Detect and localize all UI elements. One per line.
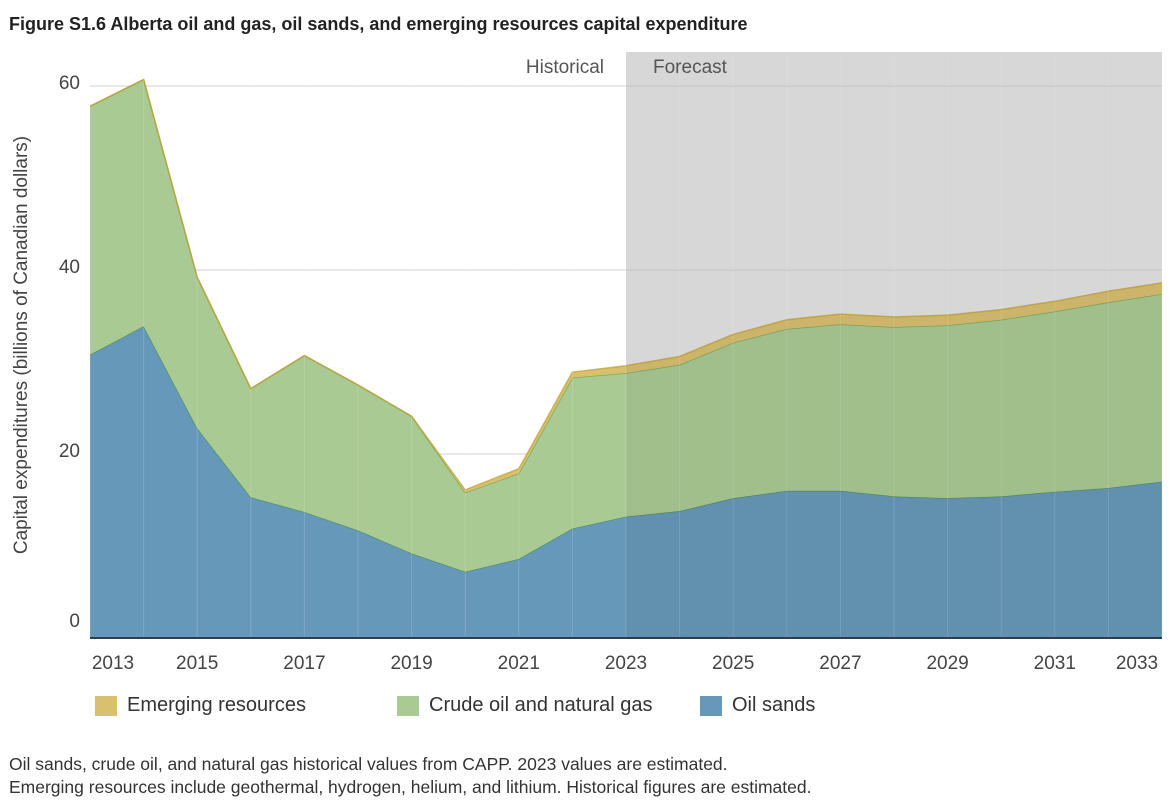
area-oil-sands (90, 326, 1162, 638)
series-line (89, 78, 1163, 491)
x-tick-label: 2019 (390, 653, 432, 674)
x-tick-label: 2013 (92, 653, 134, 674)
y-tick-label: 40 (59, 257, 80, 278)
chart-title: Figure S1.6 Alberta oil and gas, oil san… (9, 14, 748, 34)
x-tick-label: 2033 (1116, 653, 1158, 674)
note-source: Oil sands, crude oil, and natural gas hi… (9, 754, 728, 774)
legend-item-crude: Crude oil and natural gas (397, 694, 652, 717)
historical-label: Historical (526, 57, 604, 78)
legend-item-oil-sands: Oil sands (700, 694, 815, 717)
legend-swatch (700, 695, 722, 716)
x-tick-label: 2017 (283, 653, 325, 674)
x-tick-label: 2021 (498, 653, 540, 674)
legend-swatch (397, 695, 419, 716)
legend-swatch (95, 695, 117, 716)
note-emerging: Emerging resources include geothermal, h… (9, 777, 812, 797)
area-crude-oil-and-natural-gas (90, 79, 1162, 572)
y-tick-label: 20 (59, 441, 80, 462)
legend-item-emerging: Emerging resources (95, 694, 306, 717)
y-tick-label: 60 (59, 73, 80, 94)
forecast-shade (626, 52, 1162, 638)
x-tick-label: 2031 (1034, 653, 1076, 674)
forecast-label: Forecast (653, 57, 728, 78)
legend-label: Emerging resources (127, 694, 306, 716)
legend-label: Oil sands (732, 694, 816, 716)
x-tick-label: 2027 (819, 653, 861, 674)
x-tick-label: 2023 (605, 653, 647, 674)
y-tick-label: 0 (69, 611, 80, 632)
x-tick-label: 2029 (926, 653, 968, 674)
chart-area: 0 20 40 60 2013 2015 2017 2019 2021 2023 2025 2027 2… (11, 52, 1163, 674)
legend-label: Crude oil and natural gas (429, 694, 653, 716)
x-tick-label: 2015 (176, 653, 218, 674)
y-axis-label: Capital expenditures (billions of Canadi… (11, 136, 32, 554)
x-tick-label: 2025 (712, 653, 754, 674)
